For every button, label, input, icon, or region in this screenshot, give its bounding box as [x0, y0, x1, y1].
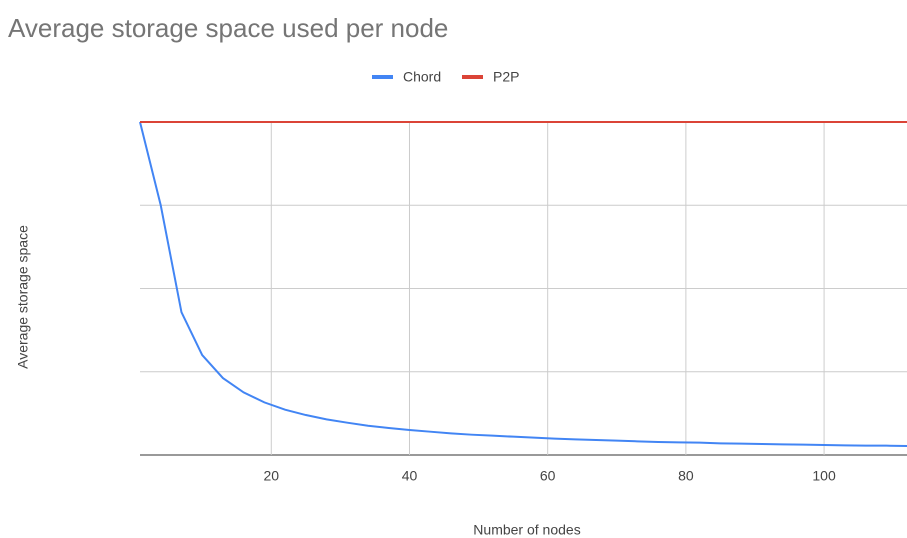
- legend-label: Chord: [403, 69, 441, 85]
- legend-label: P2P: [493, 69, 519, 85]
- x-tick-label: 60: [540, 468, 556, 484]
- chart-title: Average storage space used per node: [8, 13, 448, 43]
- y-axis-title: Average storage space: [15, 225, 31, 369]
- x-tick-label: 40: [402, 468, 418, 484]
- x-tick-label: 20: [263, 468, 279, 484]
- x-tick-label: 100: [812, 468, 836, 484]
- x-axis-title: Number of nodes: [473, 522, 580, 538]
- x-tick-label: 80: [678, 468, 694, 484]
- line-series: [139, 121, 907, 448]
